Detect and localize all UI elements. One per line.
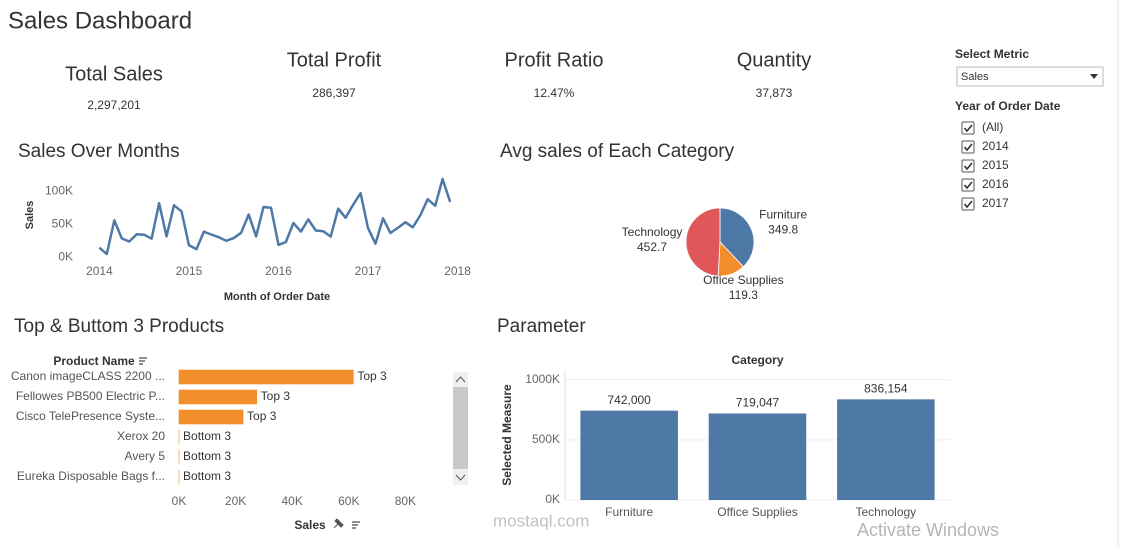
product-label: Eureka Disposable Bags f... bbox=[17, 469, 165, 483]
y-tick-label: 0K bbox=[545, 492, 560, 506]
kpi-value: 2,297,201 bbox=[87, 98, 141, 112]
bar bbox=[708, 413, 807, 500]
kpi-value: 286,397 bbox=[312, 86, 356, 100]
x-tick-label: 2018 bbox=[444, 264, 471, 278]
checkbox-label: (All) bbox=[982, 120, 1003, 134]
y-axis-title: Sales bbox=[24, 201, 36, 230]
value-label: 719,047 bbox=[736, 396, 780, 410]
product-label: Xerox 20 bbox=[117, 429, 165, 443]
kpi-value: 37,873 bbox=[756, 86, 793, 100]
x-tick-label: 80K bbox=[395, 494, 416, 508]
x-tick-label: 40K bbox=[282, 494, 303, 508]
x-tick-label: 2014 bbox=[86, 264, 113, 278]
bar bbox=[178, 409, 244, 425]
product-label: Cisco TelePresence Syste... bbox=[16, 409, 165, 423]
product-label: Avery 5 bbox=[125, 449, 166, 463]
checkbox[interactable] bbox=[961, 140, 975, 154]
checkbox[interactable] bbox=[961, 197, 975, 211]
y-tick-label: 100K bbox=[45, 183, 73, 197]
group-label: Bottom 3 bbox=[183, 469, 231, 483]
y-tick-label: 0K bbox=[58, 249, 73, 263]
group-label: Top 3 bbox=[357, 369, 387, 383]
pie-value: 452.7 bbox=[637, 240, 667, 254]
chart-title: Top & Buttom 3 Products bbox=[14, 316, 224, 337]
checkbox-label: 2014 bbox=[982, 139, 1009, 153]
filter-label: Year of Order Date bbox=[955, 99, 1061, 113]
x-axis-title: Month of Order Date bbox=[224, 291, 330, 303]
kpi-label: Quantity bbox=[737, 49, 811, 71]
x-tick-label: Technology bbox=[855, 505, 916, 519]
sales-line bbox=[98, 177, 452, 256]
product-label: Canon imageCLASS 2200 ... bbox=[11, 369, 165, 383]
checkmark bbox=[963, 181, 973, 190]
checkmark bbox=[963, 162, 973, 171]
checkbox-label: 2017 bbox=[982, 196, 1009, 210]
watermark: Activate Windows bbox=[857, 520, 999, 540]
group-label: Bottom 3 bbox=[183, 429, 231, 443]
kpi-label: Total Profit bbox=[287, 49, 382, 71]
checkmark bbox=[963, 124, 973, 133]
bar bbox=[178, 389, 257, 405]
x-tick-label: 60K bbox=[338, 494, 359, 508]
sort-icon[interactable] bbox=[352, 521, 360, 529]
x-tick-label: 2017 bbox=[355, 264, 382, 278]
x-axis-title: Sales bbox=[294, 518, 326, 532]
pie-value: 349.8 bbox=[768, 223, 798, 237]
y-axis-title: Product Name bbox=[53, 354, 135, 368]
dashboard-title: Sales Dashboard bbox=[8, 7, 192, 34]
bar bbox=[580, 410, 678, 500]
y-axis-title: Selected Measure bbox=[500, 384, 514, 486]
checkbox-label: 2015 bbox=[982, 158, 1009, 172]
group-label: Top 3 bbox=[247, 409, 277, 423]
metric-dropdown[interactable] bbox=[956, 66, 1104, 87]
pin-icon[interactable] bbox=[333, 518, 344, 529]
bar bbox=[178, 369, 354, 385]
pie-label: Furniture bbox=[759, 208, 807, 222]
pie-slice bbox=[719, 207, 755, 268]
x-tick-label: Furniture bbox=[605, 505, 653, 519]
sort-icon[interactable] bbox=[139, 357, 147, 365]
y-tick-label: 50K bbox=[52, 216, 73, 230]
pie-label: Office Supplies bbox=[703, 273, 784, 287]
pie-label: Technology bbox=[622, 225, 683, 239]
group-label: Bottom 3 bbox=[183, 449, 231, 463]
chart-title: Avg sales of Each Category bbox=[500, 141, 735, 162]
pie-slice bbox=[685, 207, 721, 277]
value-label: 742,000 bbox=[607, 393, 651, 407]
filter-label: Select Metric bbox=[955, 47, 1029, 61]
watermark: mostaql.com bbox=[493, 511, 589, 530]
x-tick-label: 20K bbox=[225, 494, 246, 508]
product-label: Fellowes PB500 Electric P... bbox=[16, 389, 165, 403]
chart-title: Parameter bbox=[497, 316, 586, 337]
scrollbar[interactable] bbox=[453, 372, 468, 485]
chart-title: Sales Over Months bbox=[18, 141, 180, 162]
group-label: Top 3 bbox=[261, 389, 291, 403]
checkbox-label: 2016 bbox=[982, 177, 1009, 191]
x-axis-title: Category bbox=[731, 353, 783, 367]
checkbox[interactable] bbox=[961, 121, 975, 135]
pie-value: 119.3 bbox=[729, 288, 758, 302]
x-tick-label: Office Supplies bbox=[717, 505, 798, 519]
value-label: 836,154 bbox=[864, 382, 908, 396]
kpi-label: Profit Ratio bbox=[505, 49, 604, 71]
kpi-value: 12.47% bbox=[534, 86, 575, 100]
checkmark bbox=[963, 200, 973, 209]
checkbox[interactable] bbox=[961, 178, 975, 192]
checkmark bbox=[963, 143, 973, 152]
x-tick-label: 2015 bbox=[176, 264, 203, 278]
kpi-label: Total Sales bbox=[65, 63, 163, 85]
y-tick-label: 500K bbox=[532, 432, 560, 446]
x-tick-label: 2016 bbox=[265, 264, 292, 278]
bar bbox=[837, 399, 935, 500]
dropdown-value: Sales bbox=[961, 71, 989, 83]
y-tick-label: 1000K bbox=[525, 372, 560, 386]
x-tick-label: 0K bbox=[172, 494, 187, 508]
checkbox[interactable] bbox=[961, 159, 975, 173]
